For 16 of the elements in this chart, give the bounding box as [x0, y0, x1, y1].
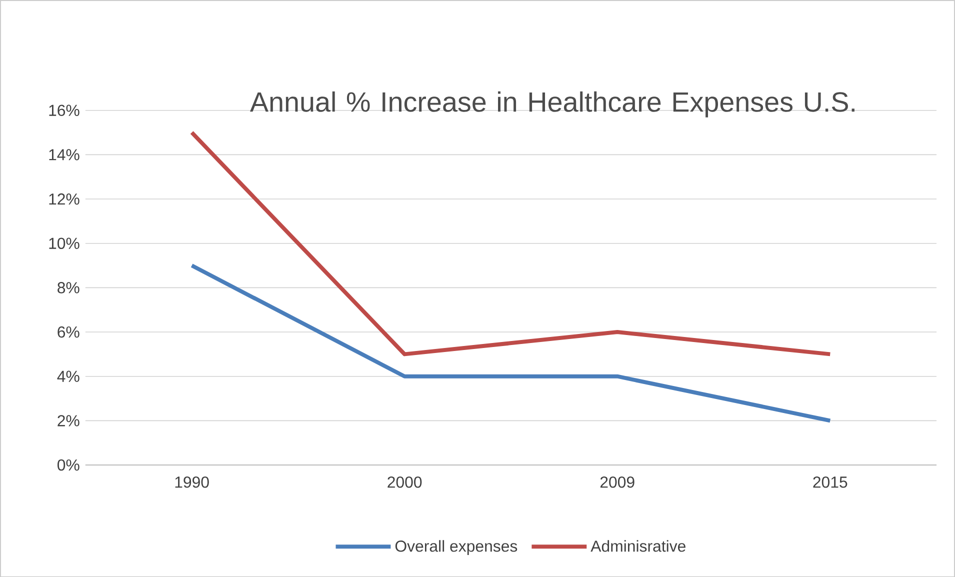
- x-tick-label: 1990: [175, 476, 209, 488]
- y-tick-label: 12%: [49, 193, 80, 204]
- y-tick-label: 8%: [58, 282, 80, 294]
- y-tick-label: 10%: [49, 238, 80, 249]
- y-tick-label: 4%: [57, 370, 80, 382]
- legend-label: Adminisrative: [590, 540, 686, 552]
- y-tick-label: 14%: [49, 148, 80, 160]
- x-tick-label: 2000: [388, 476, 422, 488]
- y-tick-label: 16%: [49, 104, 80, 116]
- y-tick-label: 2%: [58, 414, 80, 426]
- y-tick-label: 0%: [58, 459, 80, 470]
- y-tick-label: 6%: [58, 326, 80, 338]
- x-tick-label: 2015: [813, 476, 848, 488]
- legend-label: Overall expenses: [395, 540, 518, 555]
- chart-title: Annual % Increase in Healthcare Expenses U.S.: [250, 91, 854, 118]
- x-tick-label: 2009: [600, 476, 634, 488]
